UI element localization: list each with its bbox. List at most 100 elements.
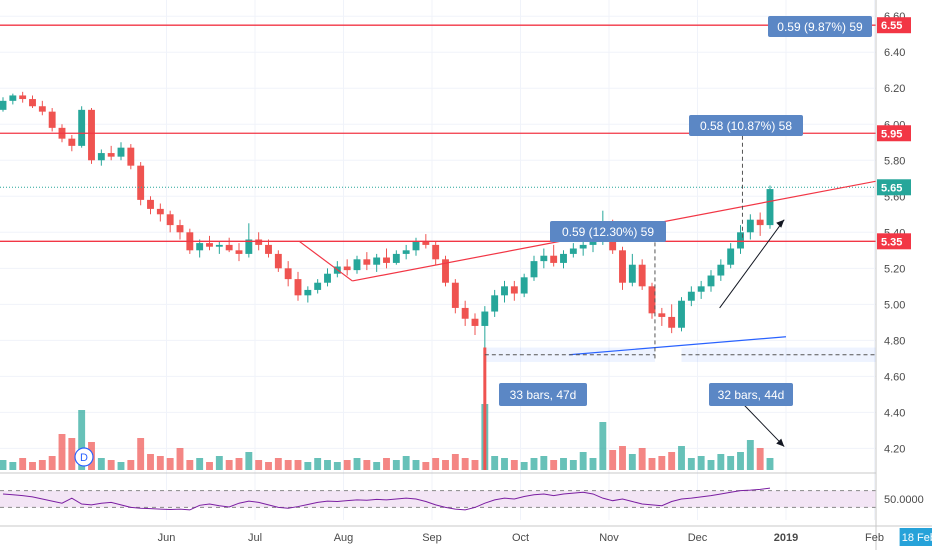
price-axis[interactable]: 6.606.406.206.005.805.605.405.205.004.80… — [875, 0, 932, 550]
candle-body[interactable] — [137, 165, 145, 200]
candle-body[interactable] — [166, 214, 174, 226]
candle-body[interactable] — [540, 255, 548, 262]
candle-body[interactable] — [38, 106, 46, 112]
candle-body[interactable] — [78, 109, 86, 146]
candle-body[interactable] — [402, 250, 410, 254]
level-price-tag[interactable] — [877, 17, 911, 34]
candle-body[interactable] — [383, 257, 390, 263]
candle-body[interactable] — [668, 316, 676, 328]
candle-body[interactable] — [373, 257, 381, 265]
candle-body[interactable] — [648, 286, 656, 314]
candle-body[interactable] — [569, 248, 577, 254]
candle-body[interactable] — [363, 259, 371, 265]
candle-body[interactable] — [314, 282, 322, 290]
candle-body[interactable] — [9, 95, 17, 101]
candle-body[interactable] — [304, 289, 312, 296]
candle-body[interactable] — [127, 147, 135, 166]
candle-body[interactable] — [491, 295, 499, 312]
candle-body[interactable] — [48, 111, 56, 128]
date-highlight-tag[interactable] — [899, 528, 932, 546]
candle-body[interactable] — [628, 264, 636, 283]
measure-label-1[interactable]: 0.59 (12.30%) 59 — [550, 221, 666, 242]
candle-body[interactable] — [432, 244, 440, 260]
time-tick-label[interactable]: Feb — [865, 532, 884, 544]
time-tick-label[interactable]: Jun — [158, 532, 176, 544]
range-label-2[interactable]: 32 bars, 44d — [709, 383, 793, 406]
candle-body[interactable] — [619, 250, 626, 283]
time-tick-label[interactable]: Oct — [512, 532, 529, 544]
candle-body[interactable] — [481, 311, 489, 326]
candle-body[interactable] — [343, 266, 351, 271]
candle-body[interactable] — [451, 282, 459, 308]
last-price-tag[interactable] — [877, 179, 911, 196]
measure-label-3[interactable]: 0.59 (9.87%) 59 — [768, 16, 872, 37]
candle-body[interactable] — [678, 300, 685, 328]
candle-body[interactable] — [284, 268, 292, 280]
candle-body[interactable] — [97, 153, 105, 161]
candle-body[interactable] — [461, 307, 469, 319]
time-tick-label[interactable]: Sep — [422, 532, 442, 544]
candle-body[interactable] — [520, 277, 528, 294]
candle-body[interactable] — [107, 153, 115, 157]
candle-body[interactable] — [68, 138, 76, 146]
candle-body[interactable] — [530, 261, 538, 278]
time-tick-label[interactable]: Aug — [334, 532, 354, 544]
candle-body[interactable] — [638, 264, 646, 287]
candle-body[interactable] — [353, 259, 361, 271]
candle-body[interactable] — [206, 243, 213, 247]
time-tick-label[interactable]: Nov — [599, 532, 619, 544]
candle-body[interactable] — [589, 239, 597, 245]
candle-body[interactable] — [687, 291, 695, 301]
time-tick-label[interactable]: Dec — [688, 532, 708, 544]
time-tick-label[interactable]: Jul — [248, 532, 262, 544]
time-tick-label[interactable]: 2019 — [774, 532, 798, 544]
trendline-left-stub[interactable] — [298, 240, 353, 282]
candle-body[interactable] — [324, 273, 331, 283]
candle-body[interactable] — [422, 241, 430, 245]
range-label-1[interactable]: 33 bars, 47d — [499, 383, 587, 406]
candle-body[interactable] — [727, 248, 735, 265]
candle-body[interactable] — [510, 286, 518, 294]
measure-label-2[interactable]: 0.58 (10.87%) 58 — [689, 115, 803, 136]
candle-body[interactable] — [697, 286, 705, 292]
level-price-tag[interactable] — [877, 233, 911, 250]
candle-body[interactable] — [442, 259, 449, 283]
candle-body[interactable] — [560, 253, 567, 263]
candle-body[interactable] — [0, 100, 7, 110]
support-trendline[interactable] — [569, 336, 787, 356]
candle-body[interactable] — [225, 244, 233, 251]
level-price-tag[interactable] — [877, 125, 911, 142]
dividend-marker[interactable]: D — [74, 447, 94, 467]
candle-body[interactable] — [196, 243, 204, 251]
candle-body[interactable] — [412, 241, 420, 251]
candle-body[interactable] — [265, 244, 272, 254]
candle-body[interactable] — [471, 318, 479, 326]
candle-body[interactable] — [176, 225, 184, 233]
candle-body[interactable] — [245, 239, 253, 254]
candle-body[interactable] — [294, 279, 302, 296]
candle-body[interactable] — [766, 189, 774, 226]
time-axis[interactable]: JunJulAugSepOctNovDec2019FebMar18 Feb '1… — [0, 525, 932, 546]
candle-body[interactable] — [147, 199, 154, 209]
candle-body[interactable] — [88, 109, 95, 161]
candle-body[interactable] — [215, 244, 223, 247]
candle-body[interactable] — [579, 244, 587, 249]
candle-body[interactable] — [501, 286, 508, 296]
candle-body[interactable] — [707, 275, 715, 287]
candle-body[interactable] — [737, 232, 744, 249]
candle-body[interactable] — [235, 250, 243, 254]
annotation-labels[interactable]: 0.59 (12.30%) 59 0.58 (10.87%) 58 0.59 (… — [74, 16, 872, 467]
candle-body[interactable] — [274, 253, 282, 269]
candle-body[interactable] — [19, 95, 27, 100]
candle-body[interactable] — [746, 219, 754, 233]
candle-body[interactable] — [658, 313, 666, 317]
candle-body[interactable] — [255, 239, 263, 245]
candle-body[interactable] — [717, 264, 725, 276]
candle-body[interactable] — [117, 147, 125, 157]
candle-body[interactable] — [392, 253, 400, 263]
candle-body[interactable] — [756, 219, 764, 226]
candle-body[interactable] — [156, 208, 164, 215]
candle-body[interactable] — [550, 255, 558, 263]
candle-body[interactable] — [29, 99, 36, 107]
